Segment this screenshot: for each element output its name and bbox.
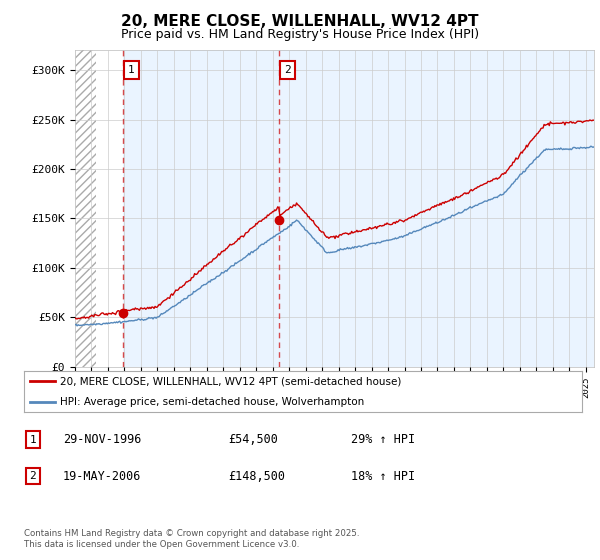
Text: Price paid vs. HM Land Registry's House Price Index (HPI): Price paid vs. HM Land Registry's House … bbox=[121, 28, 479, 41]
Text: 29-NOV-1996: 29-NOV-1996 bbox=[63, 433, 142, 446]
Text: 20, MERE CLOSE, WILLENHALL, WV12 4PT: 20, MERE CLOSE, WILLENHALL, WV12 4PT bbox=[121, 14, 479, 29]
Text: 19-MAY-2006: 19-MAY-2006 bbox=[63, 469, 142, 483]
Bar bbox=[123, 50, 594, 367]
Text: 18% ↑ HPI: 18% ↑ HPI bbox=[351, 469, 415, 483]
Text: HPI: Average price, semi-detached house, Wolverhampton: HPI: Average price, semi-detached house,… bbox=[60, 396, 365, 407]
Text: 2: 2 bbox=[284, 64, 290, 74]
Text: 1: 1 bbox=[128, 64, 134, 74]
Text: 20, MERE CLOSE, WILLENHALL, WV12 4PT (semi-detached house): 20, MERE CLOSE, WILLENHALL, WV12 4PT (se… bbox=[60, 376, 401, 386]
Text: 29% ↑ HPI: 29% ↑ HPI bbox=[351, 433, 415, 446]
Text: 2: 2 bbox=[29, 471, 37, 481]
Text: 1: 1 bbox=[29, 435, 37, 445]
Bar bbox=[75, 50, 97, 367]
Text: £54,500: £54,500 bbox=[228, 433, 278, 446]
Text: £148,500: £148,500 bbox=[228, 469, 285, 483]
Text: Contains HM Land Registry data © Crown copyright and database right 2025.
This d: Contains HM Land Registry data © Crown c… bbox=[24, 529, 359, 549]
